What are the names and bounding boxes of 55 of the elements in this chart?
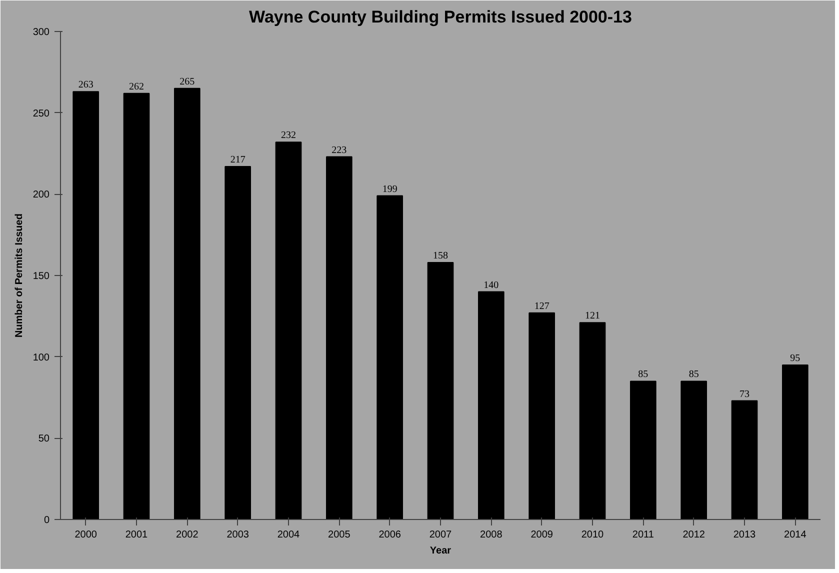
x-tick-label: 2012 (682, 530, 706, 540)
data-label: 199 (382, 184, 398, 195)
x-tick-label: 2006 (378, 530, 402, 540)
data-label: 95 (790, 352, 800, 364)
x-tick-label: 2007 (429, 530, 452, 540)
x-axis-title: Year (430, 546, 452, 556)
y-tick-label: 250 (32, 108, 50, 120)
y-tick-label: 200 (32, 190, 50, 201)
bar (123, 92, 150, 520)
y-tick-label: 150 (32, 271, 50, 282)
bar (731, 400, 758, 520)
data-label: 265 (180, 76, 195, 88)
bar (224, 166, 251, 520)
bar (72, 91, 99, 520)
x-tick-label: 2000 (74, 530, 98, 540)
bar (275, 142, 302, 520)
bar (680, 380, 707, 520)
data-label: 262 (129, 81, 144, 92)
x-tick-label: 2013 (733, 530, 756, 540)
bar (326, 156, 352, 520)
x-tick-label: 2010 (581, 530, 604, 540)
x-tick-label: 2004 (277, 530, 300, 540)
bar (376, 195, 403, 520)
x-tick-label: 2014 (784, 530, 807, 540)
bar (174, 88, 200, 520)
y-tick-label: 50 (38, 434, 50, 445)
x-tick-label: 2011 (632, 530, 654, 540)
bar (782, 364, 808, 520)
bar (630, 380, 656, 520)
bar (528, 312, 555, 520)
data-label: 140 (484, 280, 499, 291)
data-label: 263 (78, 80, 94, 91)
y-axis-title: Number of Permits Issued (14, 214, 25, 338)
x-tick-label: 2005 (328, 530, 351, 540)
x-tick-label: 2002 (176, 530, 199, 540)
bar (579, 322, 606, 520)
chart-title: Wayne County Building Permits Issued 2000-13 (249, 8, 632, 26)
data-label: 73 (740, 388, 750, 400)
data-label: 127 (534, 300, 550, 312)
data-label: 232 (281, 130, 296, 142)
x-tick-label: 2001 (125, 530, 148, 540)
data-label: 121 (585, 310, 600, 322)
data-label: 223 (332, 144, 347, 156)
x-tick-label: 2003 (226, 530, 250, 540)
x-tick-label: 2009 (530, 530, 554, 540)
y-tick-label: 100 (32, 352, 50, 364)
bar (427, 262, 454, 520)
data-label: 217 (230, 154, 246, 166)
data-label: 85 (688, 369, 699, 380)
x-tick-label: 2008 (480, 530, 503, 540)
data-label: 85 (638, 369, 648, 380)
y-tick-label: 0 (44, 515, 50, 526)
y-tick-label: 300 (32, 27, 50, 38)
data-label: 158 (433, 250, 448, 262)
bar (478, 291, 504, 520)
